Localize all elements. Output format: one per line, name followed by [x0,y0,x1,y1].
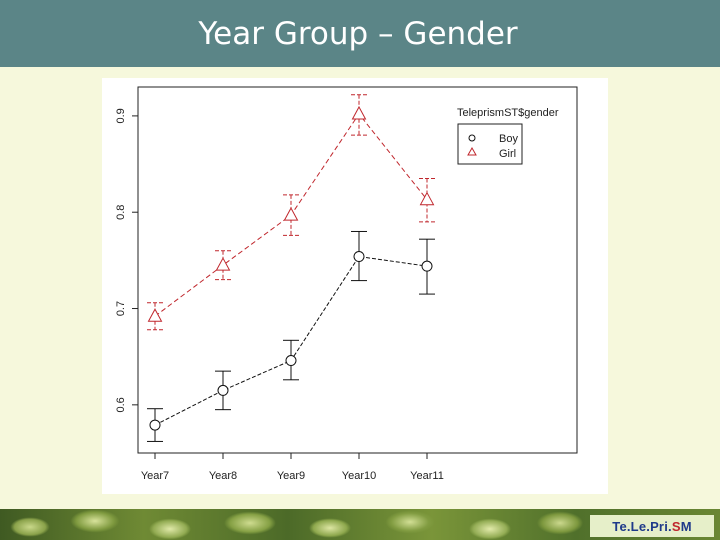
legend-girl-marker [467,146,477,156]
legend: TeleprismST$gender Boy Girl [457,107,559,165]
x-tick-label: Year9 [277,470,305,482]
data-point-girl [351,105,367,120]
logo-text-part2: S [671,518,681,534]
page-title: Year Group – Gender [198,15,518,52]
legend-boy-marker [468,134,476,142]
data-point-boy [217,384,229,396]
data-point-boy [353,251,365,263]
data-point-boy [149,419,161,431]
x-tick-label: Year7 [141,470,169,482]
logo-text-part1: Te.Le.Pri. [612,518,672,534]
title-bar: Year Group – Gender [0,0,720,67]
x-axis: Year7 Year8 Year9 Year10 Year11 [141,453,444,482]
legend-boy-label: Boy [499,133,518,145]
y-axis: 0.6 0.7 0.8 0.9 [115,108,138,412]
legend-girl-label: Girl [499,148,516,160]
logo-text-part3: M [680,518,692,534]
data-point-girl [215,257,231,271]
y-tick-label: 0.6 [115,397,127,412]
x-tick-label: Year11 [410,470,444,482]
y-tick-label: 0.9 [115,108,127,123]
series-layer [147,94,435,442]
telepri-sm-logo: Te.Le.Pri. S M [590,515,714,537]
legend-title: TeleprismST$gender [457,107,559,119]
x-tick-label: Year8 [209,470,237,482]
data-point-girl [419,191,435,206]
data-point-boy [285,355,297,367]
plot-frame [137,86,578,454]
x-tick-label: Year10 [342,470,376,482]
chart-panel: 0.6 0.7 0.8 0.9 Year7 Year8 Year9 Year10 Year11… [102,78,608,494]
y-tick-label: 0.7 [115,301,127,316]
gender-line-chart: 0.6 0.7 0.8 0.9 Year7 Year8 Year9 Year10 Year11… [115,86,578,482]
legend-box [457,123,523,165]
y-tick-label: 0.8 [115,205,127,220]
data-point-girl [147,308,163,322]
data-point-girl [283,207,299,221]
data-point-boy [421,260,433,272]
